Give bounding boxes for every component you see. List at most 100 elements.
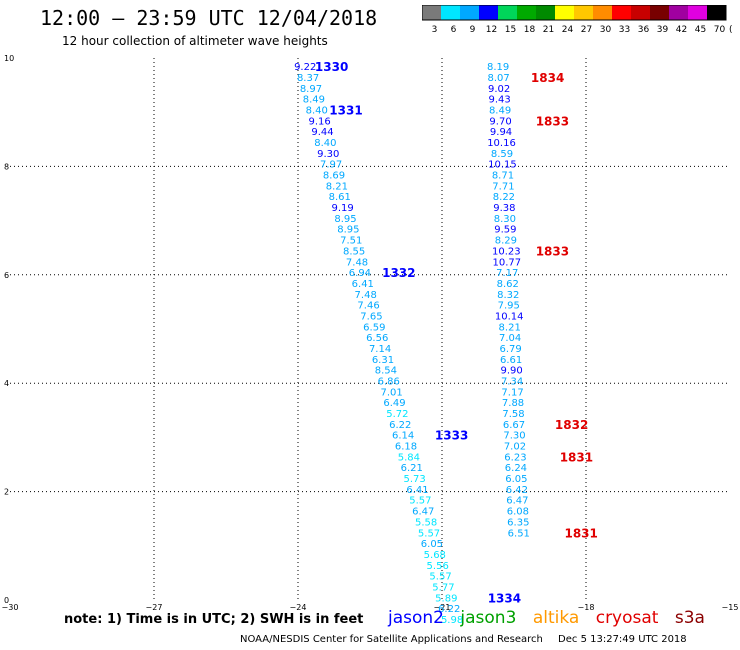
swh-value-label: 6.41 <box>352 279 374 290</box>
swh-value-label: 6.42 <box>506 485 528 496</box>
colorbar-label: 70 <box>714 25 726 35</box>
swh-value-label: 5.68 <box>424 550 446 561</box>
colorbar-swatch <box>517 5 536 20</box>
x-tick-label: −24 <box>290 603 307 612</box>
colorbar-label: 3 <box>432 25 438 35</box>
pass-time-label: 1832 <box>555 418 588 432</box>
swh-value-label: 7.14 <box>369 344 391 355</box>
x-tick-label: −27 <box>146 603 163 612</box>
swh-value-label: 9.22 <box>294 62 316 73</box>
swh-value-label: 7.04 <box>499 333 521 344</box>
swh-value-label: 9.30 <box>317 149 339 160</box>
pass-time-label: 1831 <box>560 450 593 464</box>
swh-value-label: 7.17 <box>501 387 523 398</box>
x-tick-label: −15 <box>722 603 739 612</box>
swh-value-label: 9.16 <box>308 116 330 127</box>
swh-value-label: 5.58 <box>415 517 437 528</box>
swh-value-label: 8.19 <box>487 62 509 73</box>
colorbar-swatch <box>631 5 650 20</box>
swh-value-label: 8.97 <box>300 84 322 95</box>
swh-value-label: 6.14 <box>392 431 414 442</box>
swh-value-label: 6.05 <box>421 539 443 550</box>
swh-value-label: 7.88 <box>502 398 524 409</box>
swh-value-label: 9.19 <box>332 203 354 214</box>
y-tick-label: 8 <box>4 162 9 171</box>
swh-value-label: 8.07 <box>488 73 510 84</box>
swh-value-label: 8.59 <box>491 149 513 160</box>
x-tick-label: −30 <box>2 603 19 612</box>
swh-value-label: 7.46 <box>357 301 379 312</box>
swh-value-label: 7.02 <box>504 442 526 453</box>
swh-value-label: 6.21 <box>401 463 423 474</box>
pass-time-label: 1834 <box>531 71 564 85</box>
chart-title: 12:00 – 23:59 UTC 12/04/2018 <box>40 6 378 30</box>
colorbar-label: 9 <box>470 25 476 35</box>
colorbar-label: 36 <box>638 25 650 35</box>
swh-value-label: 10.14 <box>495 311 524 322</box>
x-tick-label: −21 <box>434 603 451 612</box>
y-tick-label: 4 <box>4 379 9 388</box>
swh-value-label: 9.70 <box>489 116 511 127</box>
swh-value-label: 6.22 <box>389 420 411 431</box>
swh-value-label: 9.90 <box>500 366 522 377</box>
legend-jason3: jason3 <box>460 608 517 628</box>
swh-value-label: 5.77 <box>432 582 454 593</box>
colorbar-label: 33 <box>619 25 630 35</box>
swh-value-label: 9.94 <box>490 127 512 138</box>
swh-value-label: 6.47 <box>506 496 528 507</box>
colorbar-label: 6 <box>451 25 457 35</box>
y-tick-label: 10 <box>4 54 14 63</box>
swh-value-label: 7.01 <box>380 387 402 398</box>
swh-value-label: 7.71 <box>492 181 514 192</box>
colorbar-swatch <box>422 5 441 20</box>
swh-value-label: 6.08 <box>507 507 529 518</box>
swh-value-label: 6.23 <box>504 452 526 463</box>
footer: NOAA/NESDIS Center for Satellite Applica… <box>240 634 699 645</box>
legend-cryosat: cryosat <box>595 608 659 628</box>
pass-time-label: 1833 <box>536 114 569 128</box>
colorbar-swatch <box>574 5 593 20</box>
swh-value-label: 6.67 <box>503 420 525 431</box>
swh-value-label: 5.57 <box>418 528 440 539</box>
swh-value-label: 9.02 <box>488 84 510 95</box>
colorbar-swatch <box>479 5 498 20</box>
pass-time-label: 1331 <box>329 103 362 117</box>
colorbar-label: 24 <box>562 25 574 35</box>
swh-value-label: 6.61 <box>500 355 522 366</box>
swh-value-label: 5.57 <box>429 572 451 583</box>
swh-value-label: 6.51 <box>508 528 530 539</box>
swh-value-label: 10.16 <box>487 138 516 149</box>
swh-value-label: 6.22 <box>438 604 460 615</box>
colorbar-swatch <box>650 5 669 20</box>
colorbar-label: 18 <box>524 25 536 35</box>
swh-value-label: 7.51 <box>340 236 362 247</box>
swh-value-label: 9.38 <box>493 203 515 214</box>
colorbar-swatch <box>612 5 631 20</box>
swh-value-label: 6.56 <box>366 333 388 344</box>
swh-value-label: 7.30 <box>503 431 525 442</box>
swh-value-label: 6.79 <box>500 344 522 355</box>
footer-timestamp: Dec 5 13:27:49 UTC 2018 <box>558 634 687 645</box>
swh-value-label: 5.98 <box>441 615 463 626</box>
colorbar-label: 15 <box>505 25 516 35</box>
swh-value-label: 8.37 <box>297 73 319 84</box>
pass-time-label: 1334 <box>488 591 521 605</box>
y-tick-label: 0 <box>4 596 9 605</box>
swh-value-label: 6.24 <box>505 463 527 474</box>
pass-time-label: 1333 <box>435 429 468 443</box>
swh-value-label: 10.15 <box>488 160 517 171</box>
legend-altika: altika <box>532 608 580 628</box>
swh-value-label: 7.48 <box>346 257 368 268</box>
swh-value-label: 8.32 <box>497 290 519 301</box>
swh-value-label: 6.05 <box>505 474 527 485</box>
swh-value-label: 10.77 <box>492 257 521 268</box>
swh-value-label: 7.65 <box>360 311 382 322</box>
swh-value-label: 6.49 <box>383 398 405 409</box>
swh-value-label: 7.97 <box>320 160 342 171</box>
swh-value-label: 8.21 <box>326 181 348 192</box>
colorbar-swatch <box>460 5 479 20</box>
colorbar-swatch <box>536 5 555 20</box>
colorbar-swatch <box>688 5 707 20</box>
colorbar-label: 39 <box>657 25 669 35</box>
